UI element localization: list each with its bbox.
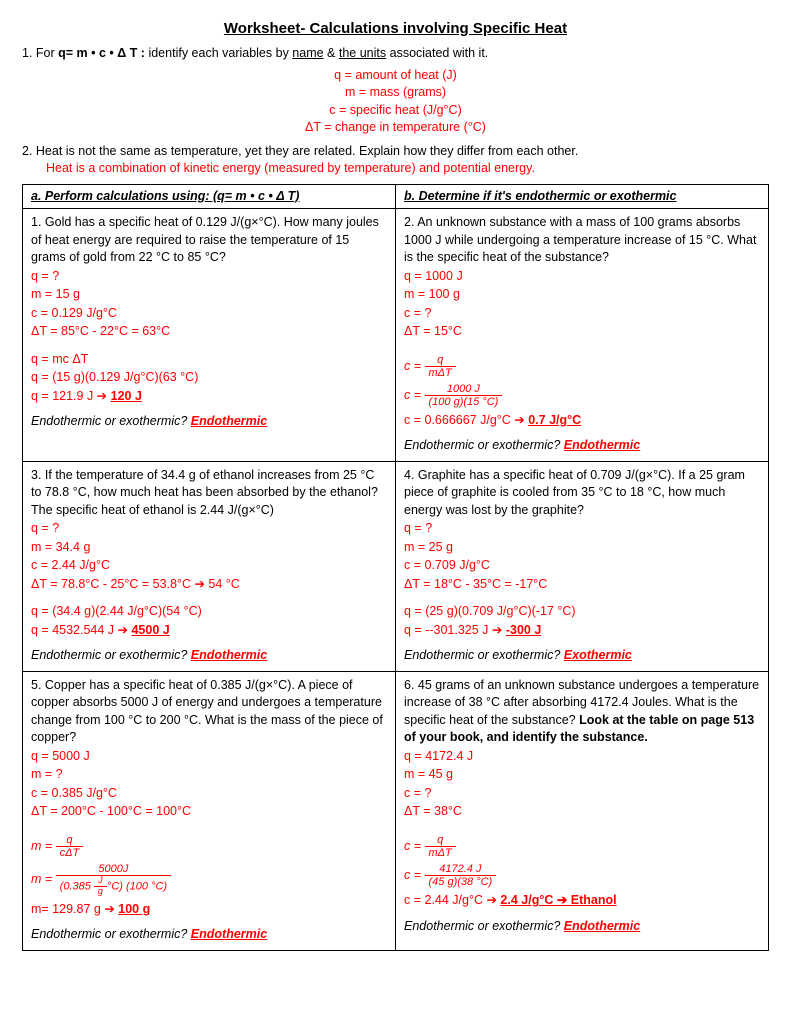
- p1-l6: q = (15 g)(0.129 J/g°C)(63 °C): [31, 369, 387, 387]
- p3-l1: q = ?: [31, 520, 387, 538]
- p4-l4: ΔT = 18°C - 35°C = -17°C: [404, 576, 760, 594]
- p6-question: 6. 45 grams of an unknown substance unde…: [404, 677, 760, 747]
- q1-answer-3: c = specific heat (J/g°C): [22, 102, 769, 120]
- p1-l3: c = 0.129 J/g°C: [31, 305, 387, 323]
- q1-post2: associated with it.: [386, 46, 488, 60]
- p1-l7: q = 121.9 J ➔ 120 J: [31, 388, 387, 406]
- p6-formula-1: c = qmΔT: [404, 834, 760, 859]
- p6-eo: Endothermic or exothermic? Endothermic: [404, 918, 760, 936]
- p5-l7: m= 129.87 g ➔ 100 g: [31, 901, 387, 919]
- p4-l3: c = 0.709 J/g°C: [404, 557, 760, 575]
- q2-answer: Heat is a combination of kinetic energy …: [46, 160, 769, 178]
- p5-l3: c = 0.385 J/g°C: [31, 785, 387, 803]
- q1-answer-4: ΔT = change in temperature (°C): [22, 119, 769, 137]
- p2-question: 2. An unknown substance with a mass of 1…: [404, 214, 760, 267]
- p4-l5: q = (25 g)(0.709 J/g°C)(-17 °C): [404, 603, 760, 621]
- p6-l2: m = 45 g: [404, 766, 760, 784]
- p4-l2: m = 25 g: [404, 539, 760, 557]
- q2-prompt: 2. Heat is not the same as temperature, …: [22, 143, 769, 161]
- p6-l3: c = ?: [404, 785, 760, 803]
- p3-l3: c = 2.44 J/g°C: [31, 557, 387, 575]
- p5-l1: q = 5000 J: [31, 748, 387, 766]
- problems-table: a. Perform calculations using: (q= m • c…: [22, 184, 769, 951]
- p2-formula-2: c = 1000 J(100 g)(15 °C): [404, 383, 760, 408]
- p3-l5: q = (34.4 g)(2.44 J/g°C)(54 °C): [31, 603, 387, 621]
- p1-question: 1. Gold has a specific heat of 0.129 J/(…: [31, 214, 387, 267]
- p6-l7: c = 2.44 J/g°C ➔ 2.4 J/g°C ➔ Ethanol: [404, 892, 760, 910]
- problem-2-cell: 2. An unknown substance with a mass of 1…: [396, 209, 769, 462]
- q1-u2: the units: [339, 46, 386, 60]
- p4-l1: q = ?: [404, 520, 760, 538]
- p5-l4: ΔT = 200°C - 100°C = 100°C: [31, 803, 387, 821]
- problem-1-cell: 1. Gold has a specific heat of 0.129 J/(…: [23, 209, 396, 462]
- p4-question: 4. Graphite has a specific heat of 0.709…: [404, 467, 760, 520]
- p3-l4: ΔT = 78.8°C - 25°C = 53.8°C ➔ 54 °C: [31, 576, 387, 594]
- p2-formula-1: c = qmΔT: [404, 354, 760, 379]
- p2-l4: ΔT = 15°C: [404, 323, 760, 341]
- problem-3-cell: 3. If the temperature of 34.4 g of ethan…: [23, 461, 396, 671]
- header-a: a. Perform calculations using: (q= m • c…: [23, 184, 396, 209]
- p5-question: 5. Copper has a specific heat of 0.385 J…: [31, 677, 387, 747]
- problem-5-cell: 5. Copper has a specific heat of 0.385 J…: [23, 671, 396, 950]
- p6-formula-2: c = 4172.4 J(45 g)(38 °C): [404, 863, 760, 888]
- p4-l6: q = --301.325 J ➔ -300 J: [404, 622, 760, 640]
- p1-l4: ΔT = 85°C - 22°C = 63°C: [31, 323, 387, 341]
- p4-eo: Endothermic or exothermic? Exothermic: [404, 647, 760, 665]
- q1-formula: q= m • c • Δ T :: [58, 46, 145, 60]
- p1-l2: m = 15 g: [31, 286, 387, 304]
- p5-eo: Endothermic or exothermic? Endothermic: [31, 926, 387, 944]
- p3-question: 3. If the temperature of 34.4 g of ethan…: [31, 467, 387, 520]
- p6-l4: ΔT = 38°C: [404, 803, 760, 821]
- p6-l1: q = 4172.4 J: [404, 748, 760, 766]
- p2-l1: q = 1000 J: [404, 268, 760, 286]
- p1-l1: q = ?: [31, 268, 387, 286]
- p3-l6: q = 4532.544 J ➔ 4500 J: [31, 622, 387, 640]
- p2-eo: Endothermic or exothermic? Endothermic: [404, 437, 760, 455]
- problem-4-cell: 4. Graphite has a specific heat of 0.709…: [396, 461, 769, 671]
- q1-pre: 1. For: [22, 46, 58, 60]
- q1-u1: name: [292, 46, 323, 60]
- p5-formula-2: m = 5000J(0.385 Jg°C) (100 °C): [31, 863, 387, 897]
- p1-eo: Endothermic or exothermic? Endothermic: [31, 413, 387, 431]
- header-b: b. Determine if it's endothermic or exot…: [396, 184, 769, 209]
- question-2: 2. Heat is not the same as temperature, …: [22, 143, 769, 178]
- worksheet-title: Worksheet- Calculations involving Specif…: [22, 18, 769, 39]
- q1-post: identify each variables by: [145, 46, 292, 60]
- q1-amp: &: [324, 46, 339, 60]
- question-1: 1. For q= m • c • Δ T : identify each va…: [22, 45, 769, 63]
- p2-l7: c = 0.666667 J/g°C ➔ 0.7 J/g°C: [404, 412, 760, 430]
- p1-l5: q = mc ΔT: [31, 351, 387, 369]
- p5-l2: m = ?: [31, 766, 387, 784]
- p3-eo: Endothermic or exothermic? Endothermic: [31, 647, 387, 665]
- p2-l3: c = ?: [404, 305, 760, 323]
- q1-answer-2: m = mass (grams): [22, 84, 769, 102]
- problem-6-cell: 6. 45 grams of an unknown substance unde…: [396, 671, 769, 950]
- p3-l2: m = 34.4 g: [31, 539, 387, 557]
- p5-formula-1: m = qcΔT: [31, 834, 387, 859]
- p2-l2: m = 100 g: [404, 286, 760, 304]
- q1-answer-1: q = amount of heat (J): [22, 67, 769, 85]
